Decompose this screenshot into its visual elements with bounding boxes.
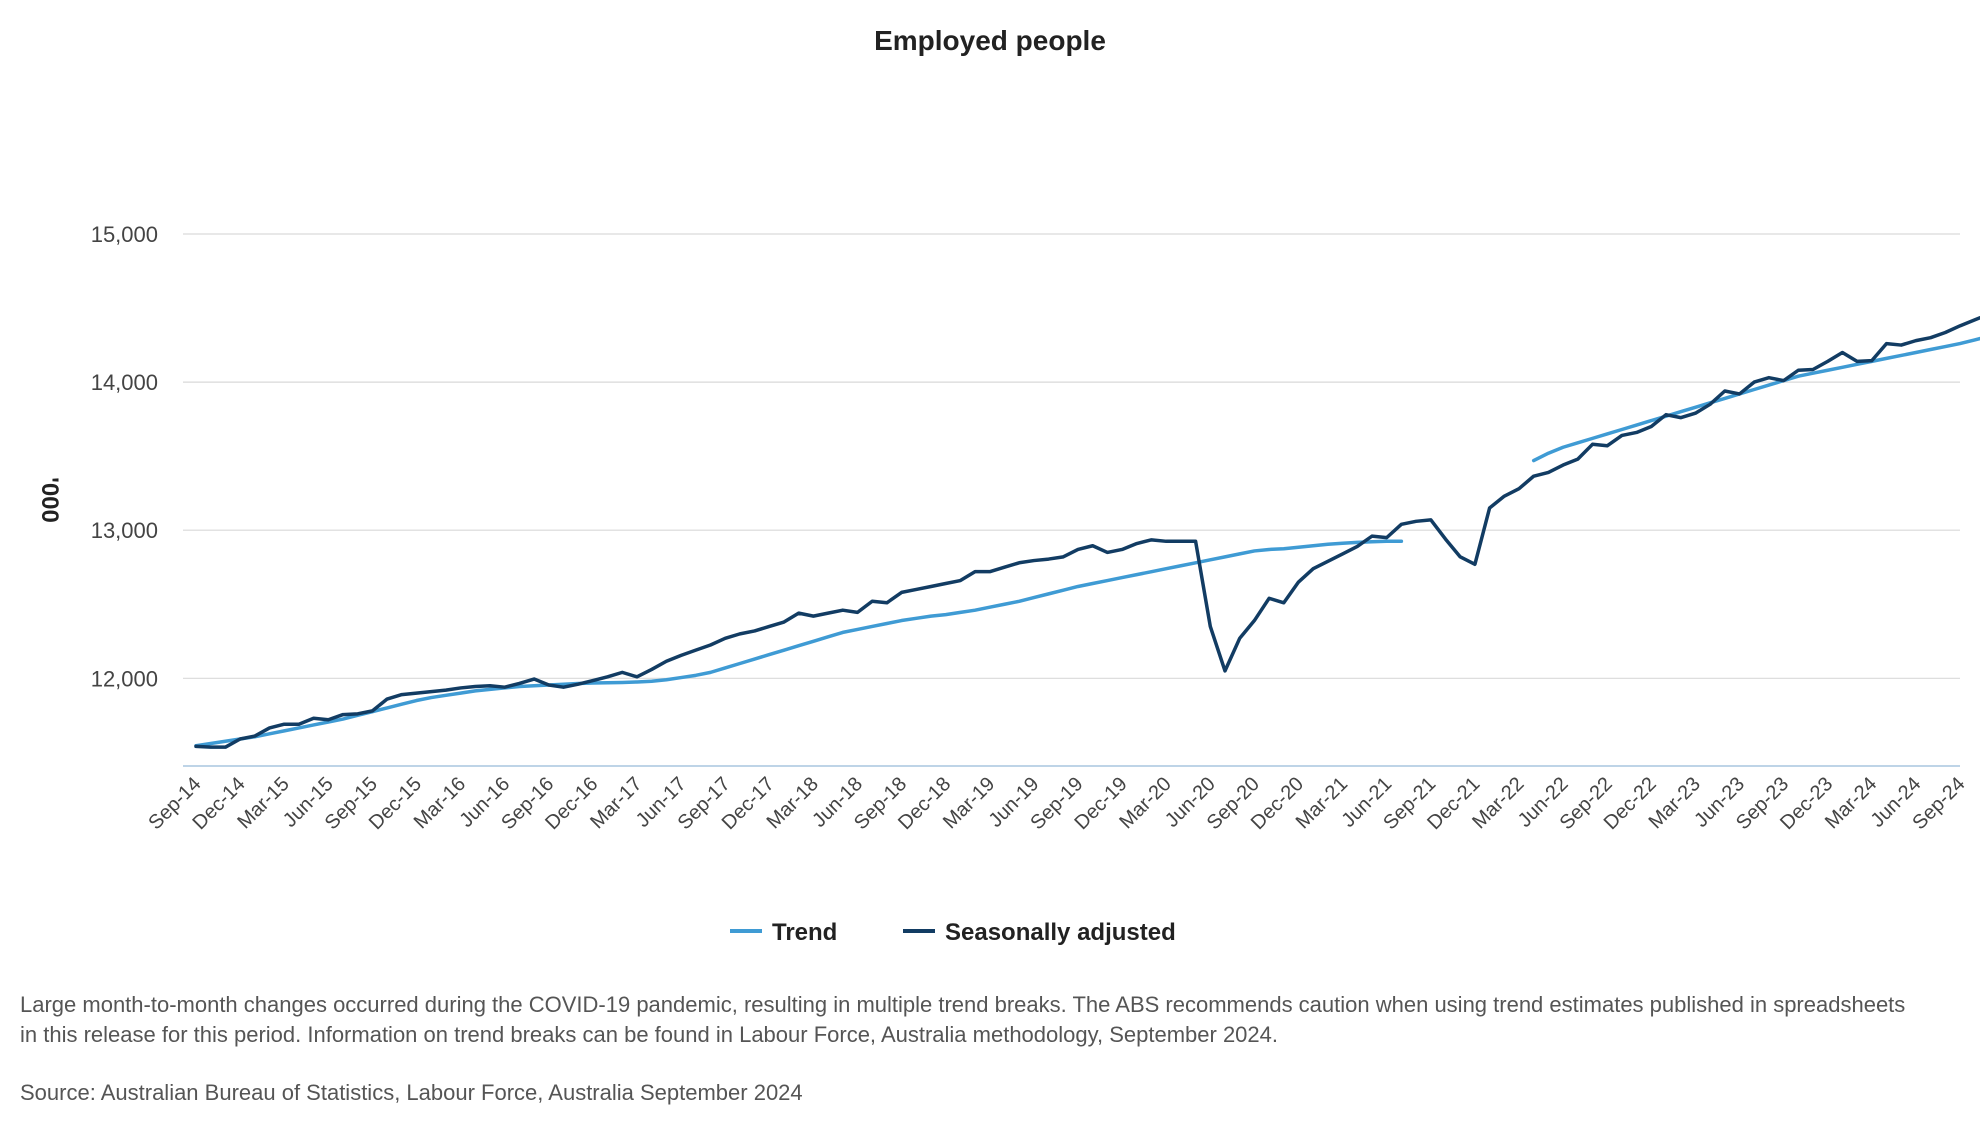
y-tick-label: 12,000 [91,666,158,691]
employed-people-chart: Employed people '000 12,00013,00014,0001… [36,25,1980,946]
legend-label-trend: Trend [772,919,837,946]
chart-title: Employed people [874,25,1106,56]
legend-label-seasonally-adjusted: Seasonally adjusted [945,919,1176,946]
y-axis-label: '000 [36,477,63,523]
y-tick-label: 15,000 [91,222,158,247]
trend-line [194,539,1404,748]
legend: Trend Seasonally adjusted [730,919,1176,946]
gridlines [183,233,1960,679]
series-lines [194,315,1980,749]
y-axis-ticks: 12,000 13,000 14,000 15,000 [91,222,158,691]
source-note: Source: Australian Bureau of Statistics,… [20,1080,803,1105]
y-tick-label: 13,000 [91,518,158,543]
y-tick-label: 14,000 [91,370,158,395]
x-axis-ticks: Sep-14Dec-14Mar-15Jun-15Sep-15Dec-15Mar-… [144,773,1969,834]
seasonally-adjusted-line [194,315,1980,749]
trend-line [1531,336,1980,463]
caution-note: Large month-to-month changes occurred du… [20,992,1906,1047]
